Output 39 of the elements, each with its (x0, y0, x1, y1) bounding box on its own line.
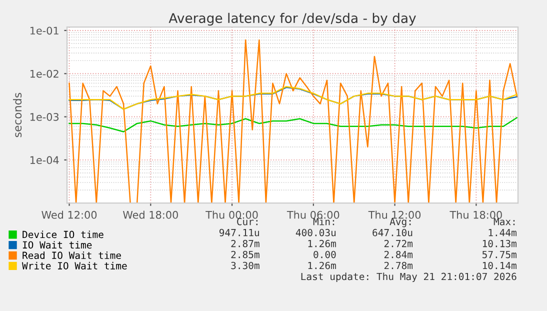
text: 2.72m (384, 240, 413, 248)
text: 57.75m (482, 250, 516, 258)
line-series (68, 39, 518, 204)
x-tick-label: Thu 18:00 (450, 210, 502, 219)
text: 3.30m (231, 262, 260, 270)
text: 1.44m (488, 229, 516, 236)
text: 1.26m (308, 262, 336, 270)
legend-label: Read IO Wait time (22, 252, 121, 260)
line-series (68, 117, 518, 132)
text: Avg: (390, 218, 411, 228)
text: 10.13m (482, 240, 516, 248)
y-axis-title: seconds (13, 92, 22, 138)
legend-label: Write IO Wait time (22, 262, 127, 270)
y-tick-label: 1e-04 (30, 156, 59, 164)
y-tick-label: 1e-02 (30, 70, 58, 78)
x-tick-label: Wed 12:00 (42, 210, 97, 219)
text: 947.11u (219, 228, 259, 236)
y-tick-label: 1e-03 (30, 113, 59, 121)
text: 2.85m (231, 250, 260, 258)
text: 1.26m (308, 240, 336, 248)
text: Last update: Thu May 21 21:01:07 2026 (301, 272, 516, 282)
legend-label: Device IO time (22, 230, 104, 238)
x-tick-label: Wed 18:00 (122, 210, 178, 219)
x-tick-label: Thu 12:00 (368, 210, 421, 219)
x-tick-label: Thu 06:00 (286, 210, 340, 219)
text: 2.78m (384, 262, 413, 270)
text: Min: (313, 218, 334, 226)
chart-title: Average latency for /dev/sda - by day (168, 12, 416, 26)
x-tick-label: Thu 00:00 (206, 210, 258, 219)
text: 2.84m (384, 250, 413, 258)
text: Max: (494, 218, 515, 226)
y-tick-label: 1e-01 (30, 26, 58, 35)
text: 10.14m (482, 262, 516, 270)
legend-label: IO Wait time (22, 241, 92, 249)
text: 647.10u (372, 228, 412, 236)
text: Cur: (237, 218, 258, 226)
text: 2.87m (231, 240, 260, 248)
text: 0.00 (314, 250, 336, 258)
text: 400.03u (296, 228, 336, 236)
